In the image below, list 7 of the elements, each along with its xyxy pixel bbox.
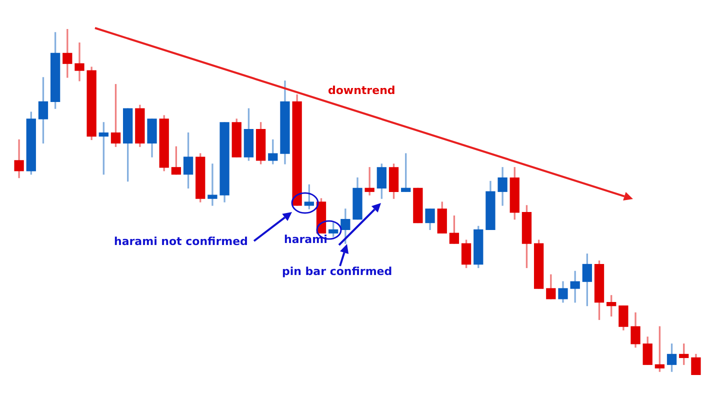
annotation: harami not confirmed <box>114 235 248 249</box>
annotation: pin bar confirmed <box>282 265 392 279</box>
candlestick <box>570 270 580 303</box>
annotation: downtrend <box>328 84 396 98</box>
annotation: harami <box>284 233 328 247</box>
candlestick <box>74 42 84 82</box>
candlestick <box>208 164 218 206</box>
